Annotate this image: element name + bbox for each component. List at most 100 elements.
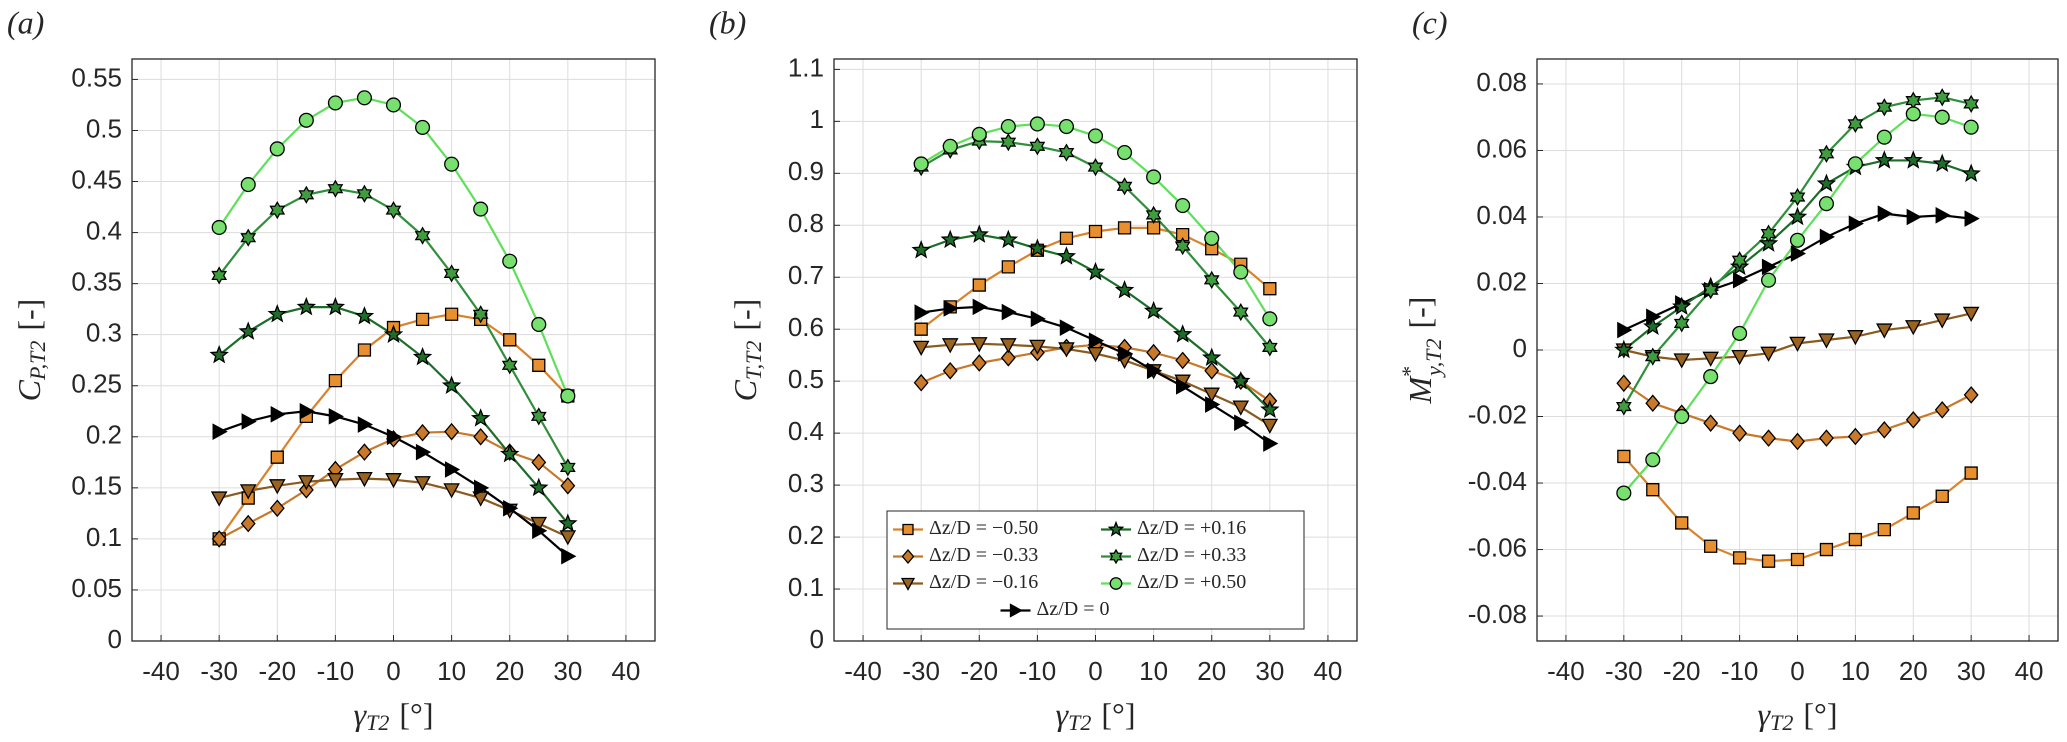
marker [356,472,373,488]
marker [1030,310,1046,328]
marker [1616,374,1632,393]
marker [1059,231,1074,245]
marker [1233,264,1249,280]
marker [1963,119,1979,135]
y-axis-label-unit: [-] [727,299,763,331]
marker [1964,210,1980,227]
x-tick-label: -20 [1663,656,1701,686]
x-axis-label-unit: [°] [1803,696,1837,732]
marker [1816,173,1837,192]
x-axis-label-unit: [°] [399,696,433,732]
marker [1617,449,1631,464]
x-tick-label: 10 [1841,656,1870,686]
marker [269,499,285,518]
marker [1848,532,1863,547]
marker [1819,228,1835,246]
marker [912,340,930,356]
marker [531,316,547,333]
marker [239,484,257,500]
y-tick-label: 0.5 [86,113,122,143]
y-tick-label: 0.15 [71,471,122,501]
marker [1760,224,1777,243]
marker [1029,339,1046,355]
marker [1963,94,1980,114]
marker [970,337,988,353]
x-tick-label: 0 [1790,656,1804,686]
marker [298,475,315,491]
marker [1702,281,1719,300]
marker [241,413,257,430]
marker [1818,144,1835,163]
marker [1904,320,1922,336]
marker [1143,300,1164,320]
x-tick-label: -30 [1605,656,1643,686]
marker [443,483,460,499]
marker [240,228,257,247]
marker [1204,230,1220,246]
marker [911,240,931,259]
marker [444,461,461,478]
marker [240,514,256,533]
axes-box [131,58,656,642]
marker [1933,313,1951,329]
marker [558,513,578,532]
marker [940,229,960,249]
marker [560,388,576,404]
marker [1263,435,1279,452]
marker [1056,246,1077,265]
marker [298,185,315,204]
x-tick-label: -30 [902,656,940,686]
marker [1818,429,1834,447]
marker [385,97,402,113]
marker [1847,156,1863,172]
marker [971,354,987,372]
x-tick-label: 40 [1313,656,1342,686]
marker [1117,345,1134,362]
x-axis-label-subscript: T2 [1068,710,1091,735]
x-tick-label: -10 [1721,656,1759,686]
marker [1172,324,1193,343]
marker [972,298,988,316]
marker [529,477,549,497]
x-tick-label: 0 [1088,656,1102,686]
marker [356,184,373,203]
marker [1146,362,1163,380]
y-axis-label-subscript: P,T2 [25,341,50,381]
marker [560,476,576,495]
x-tick-label: -40 [844,656,882,686]
y-tick-label: -0.02 [1468,399,1527,429]
x-tick-label: 10 [437,656,466,686]
marker [530,407,547,426]
marker [1847,330,1864,346]
marker [532,358,546,372]
marker [354,306,375,325]
y-tick-label: 0 [108,624,122,654]
marker [444,156,460,172]
marker [1176,227,1190,242]
marker [1760,346,1777,362]
marker [1087,128,1104,144]
marker [383,324,404,343]
y-axis-label-subscript: T,T2 [741,341,766,380]
marker [211,219,227,236]
marker [1088,224,1103,239]
legend-label: Δz/D = −0.50 [929,517,1038,539]
marker [1232,302,1249,322]
marker [1646,483,1660,497]
marker [1262,311,1278,327]
marker [298,112,314,128]
marker [1146,221,1161,235]
marker [1789,187,1806,207]
marker [328,408,344,425]
marker [1175,197,1191,214]
legend-label: Δz/D = +0.33 [1137,544,1246,566]
marker [444,307,459,321]
x-tick-label: -40 [142,656,180,686]
marker [327,95,343,111]
marker [1203,387,1221,403]
marker [415,312,430,327]
marker [559,458,576,477]
marker [267,304,287,323]
marker [444,422,460,441]
panel-label: (c) [1412,4,1448,40]
